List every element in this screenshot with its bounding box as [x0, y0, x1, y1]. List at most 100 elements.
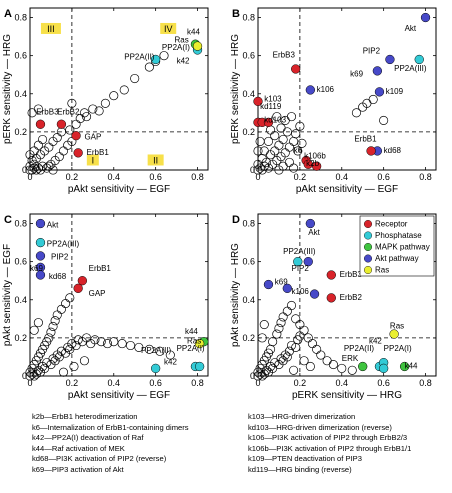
- legend-box: [359, 215, 435, 277]
- data-point-receptor: [326, 293, 336, 303]
- data-point-phosphatase: [414, 54, 424, 65]
- legend-label: Phosphatase: [375, 231, 422, 240]
- quadrant-label-box: [86, 154, 99, 166]
- point-annotation: Akt: [47, 220, 59, 229]
- y-tick-label: 0.4: [242, 295, 255, 305]
- data-point-mapk: [358, 361, 368, 372]
- point-annotation: ErbB2: [340, 293, 363, 302]
- point-annotation: kd68: [49, 272, 67, 281]
- point-annotation: Akt: [308, 228, 320, 237]
- data-point: [276, 318, 286, 328]
- x-tick-label: 0.4: [108, 172, 121, 182]
- panel-letter: D: [232, 214, 240, 226]
- data-point: [289, 136, 299, 146]
- data-point: [155, 346, 165, 356]
- y-tick-label: 0.2: [14, 127, 27, 137]
- data-point: [65, 293, 75, 303]
- point-annotation: PIP2: [51, 253, 69, 262]
- note: kd119—HRG binding (reverse): [248, 464, 352, 474]
- data-point: [52, 310, 62, 320]
- data-point: [274, 323, 284, 333]
- data-point-receptor: [73, 283, 83, 293]
- legend-label: Receptor: [375, 220, 408, 229]
- y-tick-label: 0.6: [14, 51, 27, 61]
- x-tick-label: 0.4: [336, 172, 349, 182]
- panel-letter: A: [4, 8, 12, 20]
- data-point: [266, 344, 276, 354]
- data-point-receptor: [56, 119, 67, 129]
- data-point: [255, 136, 265, 146]
- point-annotation: ErbB1: [87, 148, 110, 157]
- data-point-receptor: [303, 159, 313, 169]
- x-tick-label: 0.2: [294, 172, 307, 182]
- data-point: [67, 98, 77, 108]
- point-annotation: PP2A(II): [124, 52, 155, 61]
- point-annotation: k69: [350, 70, 363, 79]
- point-annotation: PP2A(III): [283, 247, 316, 256]
- data-point: [90, 335, 100, 345]
- data-point-phosphatase: [378, 363, 389, 374]
- data-point: [58, 367, 69, 377]
- data-point-receptor: [291, 64, 301, 74]
- data-point: [289, 365, 299, 375]
- data-point: [253, 371, 263, 381]
- data-point: [134, 342, 144, 352]
- data-point: [27, 155, 37, 166]
- y-tick-label: 0: [22, 371, 27, 381]
- y-axis-label: pERK sensitivity — HRG: [2, 34, 13, 144]
- y-tick-label: 0.2: [242, 127, 255, 137]
- data-point: [291, 342, 301, 352]
- data-point: [297, 138, 307, 148]
- legend-label: Ras: [375, 266, 389, 275]
- y-tick-label: 0.4: [14, 89, 27, 99]
- point-annotation: Akt: [405, 24, 417, 33]
- data-point: [58, 146, 69, 156]
- y-tick-label: 0.8: [14, 13, 27, 23]
- data-point: [88, 104, 98, 114]
- data-point: [25, 150, 35, 160]
- data-point-phosphatase: [194, 361, 205, 372]
- x-axis-label: pERK sensitivity — HRG: [292, 390, 402, 401]
- y-tick-label: 0.4: [242, 89, 255, 99]
- data-point: [299, 325, 309, 335]
- data-point: [117, 339, 127, 349]
- x-tick-label: 0.8: [191, 172, 204, 182]
- x-tick-label: 0.8: [419, 378, 432, 388]
- point-annotation: PIP2: [292, 264, 310, 273]
- point-annotation: kd103: [264, 115, 286, 124]
- notes-right: k103—HRG-driven dimerization kd103—HRG-d…: [248, 412, 411, 476]
- data-point: [48, 321, 58, 331]
- y-tick-label: 0.6: [242, 51, 255, 61]
- data-point: [337, 363, 347, 373]
- y-tick-label: 0.8: [242, 13, 255, 23]
- y-tick-label: 0.2: [14, 333, 27, 343]
- point-annotation: ERK: [342, 354, 359, 363]
- data-point: [61, 299, 71, 309]
- data-point: [305, 361, 315, 372]
- data-point-akt: [309, 289, 320, 299]
- data-point-receptor: [263, 117, 274, 128]
- data-point: [282, 352, 292, 362]
- data-point: [286, 340, 297, 351]
- legend-swatch: [364, 242, 373, 251]
- legend-swatch: [364, 266, 373, 275]
- data-point: [286, 300, 297, 311]
- y-tick-label: 0.2: [242, 333, 255, 343]
- plot-frame: [29, 7, 209, 171]
- data-point: [79, 356, 89, 366]
- point-annotation: Ras: [174, 35, 188, 44]
- data-point: [102, 339, 113, 349]
- point-annotation: k106b: [304, 152, 326, 161]
- data-point-phosphatase: [35, 237, 46, 248]
- data-point: [29, 163, 39, 173]
- data-point: [316, 350, 326, 360]
- point-annotation: PP2A(II): [344, 344, 375, 353]
- note: k44—Raf activation of MEK: [32, 443, 125, 453]
- data-point-akt: [372, 66, 383, 76]
- point-annotation: k44: [185, 327, 198, 336]
- y-axis-label: pAkt sensitivity — EGF: [2, 244, 13, 346]
- x-tick-label: 0.8: [191, 378, 204, 388]
- data-point-akt: [263, 279, 274, 290]
- data-point: [278, 134, 288, 145]
- data-point: [257, 154, 267, 164]
